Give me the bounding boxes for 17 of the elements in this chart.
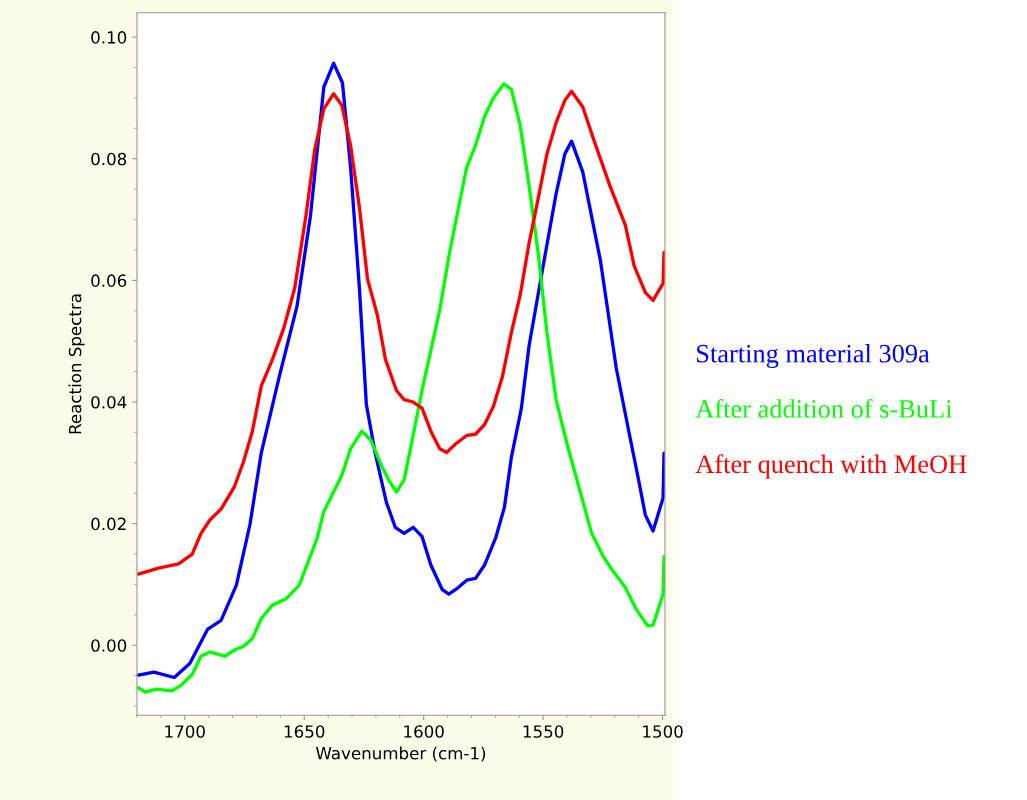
- y-tick-label: 0.04: [91, 395, 127, 409]
- x-tick-label: 1650: [284, 725, 325, 738]
- x-tick-label: 1500: [643, 725, 683, 738]
- text: After quench with MeOH: [695, 454, 967, 479]
- y-axis-title: Reaction Spectra: [68, 294, 85, 434]
- line-series: [137, 89, 665, 576]
- y-tick-label: 0.08: [91, 152, 127, 166]
- text: Starting material 309a: [697, 344, 930, 368]
- text: After addition of s-BuLi: [695, 398, 953, 418]
- x-axis-title: Wavenumber (cm-1): [315, 746, 486, 762]
- x-tick-label: 1600: [404, 725, 444, 738]
- y-tick-label: 0.06: [91, 274, 127, 287]
- y-tick-label: 0.00: [91, 639, 127, 652]
- y-tick-label: 0.10: [91, 31, 127, 44]
- y-tick-label: 0.02: [91, 517, 126, 531]
- x-tick-label: 1700: [165, 725, 205, 738]
- x-tick-label: 1550: [523, 725, 564, 738]
